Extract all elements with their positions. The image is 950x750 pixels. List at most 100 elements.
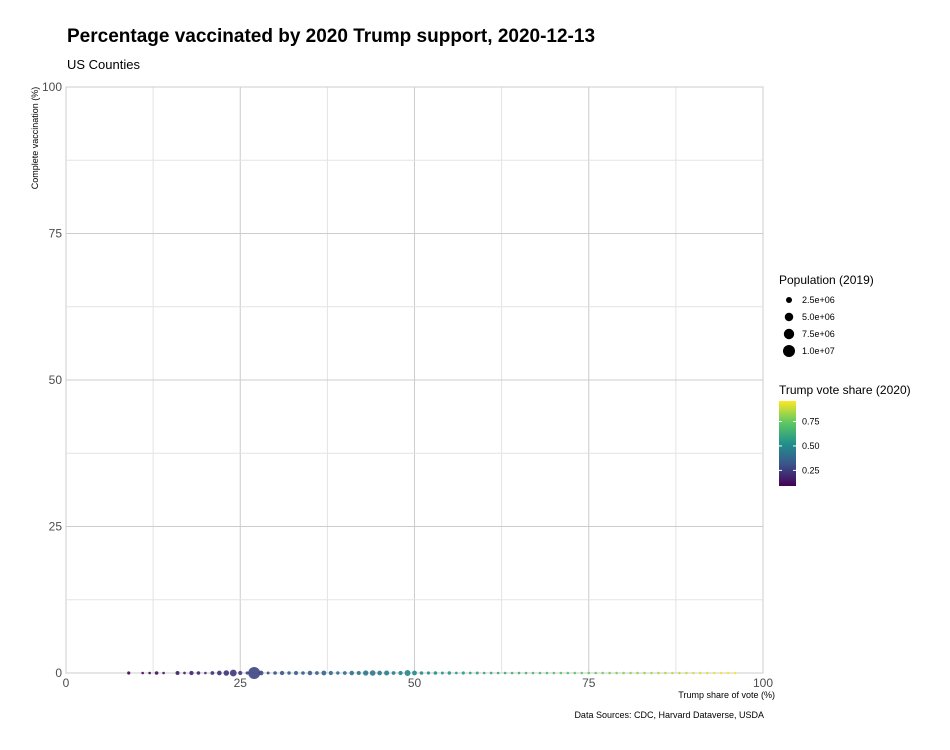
size-legend: Population (2019) 2.5e+06 5.0e+06 7.5e+06 1…: [779, 273, 874, 357]
size-legend-label: 5.0e+06: [802, 312, 835, 322]
y-tick-label: 0: [55, 666, 62, 680]
data-point: [427, 671, 430, 674]
size-legend-key: [784, 329, 794, 339]
data-point: [294, 671, 298, 675]
data-point: [483, 672, 486, 675]
size-legend-title: Population (2019): [779, 273, 874, 287]
data-point: [176, 671, 180, 675]
data-point: [476, 672, 479, 675]
data-point: [189, 671, 193, 675]
x-tick-label: 0: [63, 676, 70, 690]
data-point: [539, 672, 542, 675]
x-tick-label: 50: [408, 676, 422, 690]
data-point: [197, 671, 201, 675]
data-point: [357, 671, 361, 675]
data-point: [127, 671, 130, 674]
data-point: [155, 671, 159, 675]
data-point: [706, 672, 709, 675]
data-point: [301, 671, 305, 675]
data-point: [636, 672, 639, 675]
data-point: [273, 671, 277, 675]
size-legend-key: [786, 297, 792, 303]
data-point: [720, 672, 723, 675]
data-point: [692, 672, 695, 675]
data-point: [727, 672, 730, 675]
data-point: [734, 672, 737, 675]
x-tick-label: 75: [582, 676, 596, 690]
data-point: [434, 671, 438, 675]
size-legend-label: 2.5e+06: [802, 295, 835, 305]
data-point: [350, 671, 354, 675]
data-point: [267, 672, 270, 675]
data-point: [546, 672, 549, 675]
data-point: [329, 671, 333, 675]
data-point: [678, 672, 681, 675]
data-point: [629, 672, 632, 675]
colorbar: [779, 401, 796, 486]
data-point: [336, 671, 339, 674]
data-point: [363, 670, 368, 675]
data-point: [217, 671, 222, 676]
data-point: [587, 672, 590, 675]
color-legend-label: 0.25: [802, 465, 820, 475]
data-point: [398, 671, 402, 675]
data-point: [455, 672, 458, 675]
data-point: [601, 672, 604, 675]
data-point: [518, 672, 521, 675]
color-legend-label: 0.75: [802, 417, 820, 427]
data-point: [321, 671, 326, 676]
data-point: [162, 672, 165, 675]
data-point: [643, 672, 646, 675]
data-point: [713, 672, 716, 675]
data-point: [384, 670, 389, 675]
data-point: [650, 672, 653, 675]
data-point: [141, 672, 144, 675]
data-point: [210, 671, 214, 675]
data-sources-caption: Data Sources: CDC, Harvard Dataverse, US…: [574, 710, 764, 720]
size-legend-label: 1.0e+07: [802, 346, 835, 356]
data-point: [315, 671, 319, 675]
data-point: [377, 671, 382, 676]
data-point: [490, 672, 493, 675]
x-tick-label: 100: [753, 676, 773, 690]
data-point: [615, 672, 618, 675]
data-point: [224, 670, 230, 676]
data-point: [553, 672, 556, 675]
data-point: [287, 671, 290, 674]
data-point: [664, 672, 667, 675]
data-point: [532, 672, 535, 675]
data-point: [448, 671, 451, 674]
data-point: [685, 672, 688, 675]
x-axis-title: Trump share of vote (%): [678, 690, 775, 700]
size-legend-key: [785, 313, 793, 321]
data-point: [469, 672, 472, 675]
data-point: [308, 671, 312, 675]
color-legend-label: 0.50: [802, 441, 820, 451]
data-point: [560, 672, 563, 675]
size-legend-label: 7.5e+06: [802, 329, 835, 339]
data-point: [580, 672, 583, 675]
data-point: [183, 672, 186, 675]
data-point: [238, 671, 242, 675]
y-tick-label: 75: [49, 227, 63, 241]
data-point: [497, 672, 500, 675]
color-legend: Trump vote share (2020) 0.25 0.50 0.75: [779, 383, 911, 486]
data-point: [280, 671, 284, 675]
data-point: [525, 672, 528, 675]
data-point: [370, 670, 376, 676]
data-point: [412, 671, 417, 676]
data-point: [574, 672, 577, 675]
data-point: [608, 672, 611, 675]
x-tick-label: 25: [234, 676, 248, 690]
data-point: [511, 672, 514, 675]
y-axis-title: Complete vaccination (%): [30, 87, 40, 190]
data-point: [392, 671, 396, 675]
size-legend-key: [783, 345, 795, 357]
data-point: [622, 672, 625, 675]
data-point: [441, 672, 444, 675]
data-point: [699, 672, 702, 675]
data-point: [567, 672, 570, 675]
y-tick-label: 25: [49, 520, 63, 534]
y-tick-label: 100: [42, 80, 62, 94]
